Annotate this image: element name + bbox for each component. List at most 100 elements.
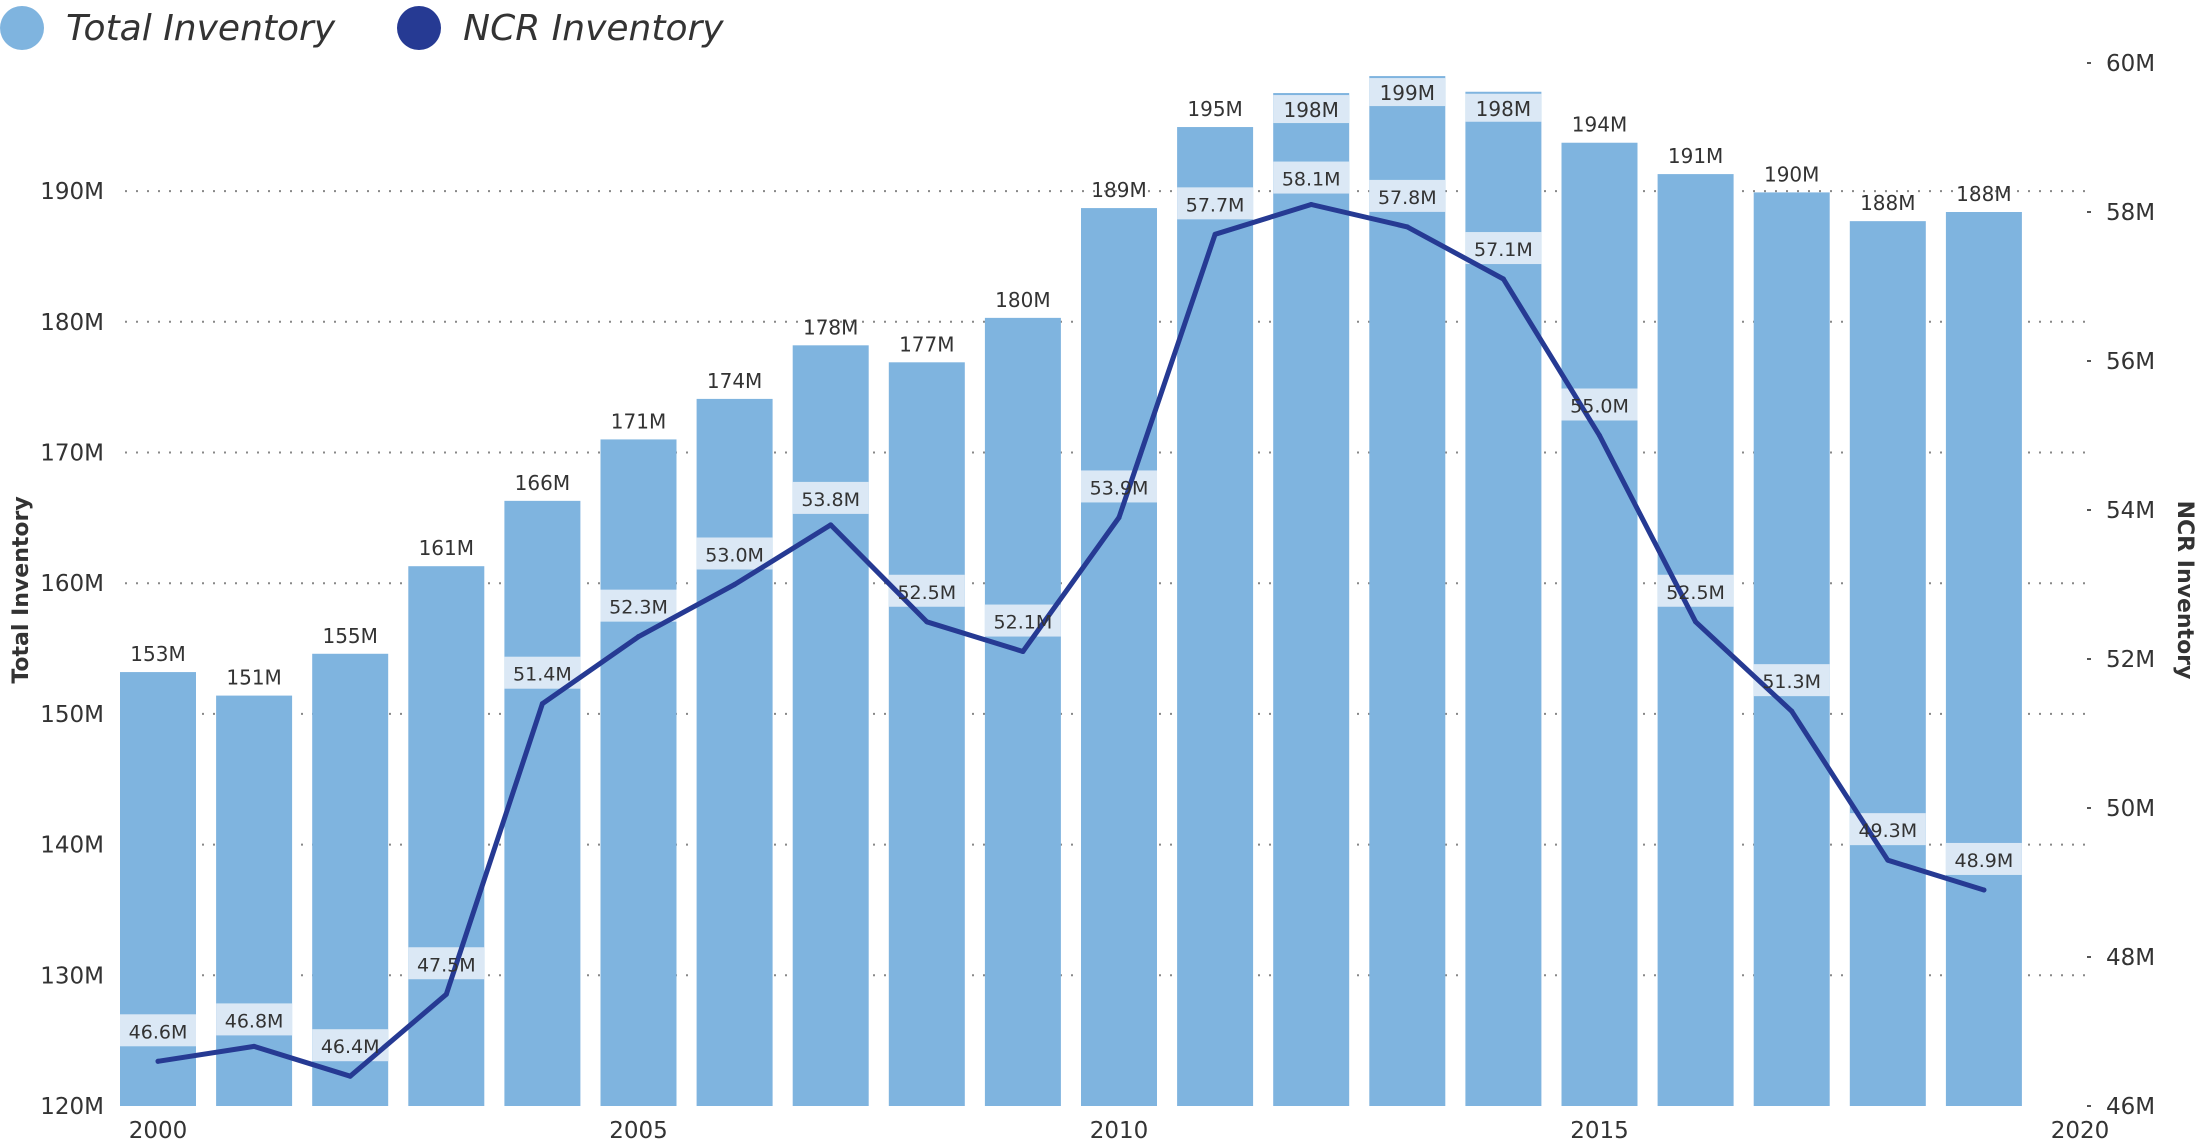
line-data-label: 49.3M xyxy=(1858,820,1917,842)
bar-data-label: 188M xyxy=(1956,182,2011,206)
left-axis-tick-label: 160M xyxy=(40,571,104,597)
bar xyxy=(1849,221,1926,1107)
bar-data-label: 161M xyxy=(419,536,474,560)
line-data-label-bg xyxy=(1369,179,1446,212)
bar-data-label: 191M xyxy=(1668,144,1723,168)
bar-data-label: 151M xyxy=(226,666,281,690)
line-data-label-bg xyxy=(1657,574,1734,607)
line-data-label-bg xyxy=(1273,161,1350,194)
line-data-label-bg xyxy=(1081,470,1157,503)
bar xyxy=(216,695,293,1106)
bar-data-label-bg xyxy=(1369,78,1446,107)
left-axis-tick-label: 130M xyxy=(40,963,104,989)
left-axis-tick-label: 190M xyxy=(40,179,104,205)
line-series-ncr-inventory xyxy=(155,202,1987,1079)
line-data-label-bg xyxy=(1177,187,1254,220)
line-point xyxy=(443,991,449,997)
bar-data-label-bg xyxy=(1465,93,1542,122)
bar xyxy=(1945,212,2022,1106)
line-data-label: 47.5M xyxy=(417,954,476,976)
bar-data-labels: 153M 151M 155M 161M 166M 171M 174M 178M 177M 180M… xyxy=(130,78,2012,690)
line-data-label-bg xyxy=(792,481,869,514)
legend-marker-ncr-inventory xyxy=(397,6,442,50)
legend-label-ncr-inventory: NCR Inventory xyxy=(463,7,724,49)
line-point xyxy=(1116,514,1122,520)
bar-data-label: 189M xyxy=(1091,178,1146,202)
line-point xyxy=(636,634,641,640)
line-point xyxy=(1308,202,1314,208)
bar xyxy=(1369,76,1446,1106)
bar xyxy=(888,362,965,1106)
bar xyxy=(1177,127,1254,1106)
line-data-label: 51.4M xyxy=(513,664,572,686)
line-data-label-bg xyxy=(1945,842,2022,875)
bar-data-label: 195M xyxy=(1187,97,1242,121)
right-axis-title: NCR Inventory xyxy=(2172,501,2197,680)
line-data-label-bg xyxy=(696,537,773,570)
legend-marker-total-inventory xyxy=(0,6,44,50)
bar-data-label: 155M xyxy=(322,624,377,648)
line-data-label: 53.0M xyxy=(705,545,764,567)
line-point xyxy=(539,701,545,707)
bar-data-label: 188M xyxy=(1860,191,1915,215)
left-axis-tick-label: 140M xyxy=(40,833,104,859)
left-axis-tick-label: 180M xyxy=(40,310,104,336)
x-axis-tick-label: 2020 xyxy=(2051,1118,2110,1144)
line-data-label: 57.8M xyxy=(1378,187,1437,209)
line-data-label-bg xyxy=(888,574,965,607)
line-data-label: 55.0M xyxy=(1570,396,1629,418)
x-axis-tick-label: 2015 xyxy=(1570,1118,1629,1144)
left-axis-title: Total Inventory xyxy=(9,496,34,683)
bar xyxy=(1561,142,1638,1106)
legend-item-ncr-inventory[interactable]: NCR Inventory xyxy=(397,6,724,50)
line-data-label: 52.1M xyxy=(994,612,1053,634)
bar-data-label: 177M xyxy=(899,332,954,356)
bar xyxy=(984,317,1061,1106)
line-data-label-bg xyxy=(216,1003,293,1036)
line-point xyxy=(732,582,738,587)
bar xyxy=(1081,208,1157,1106)
right-axis-tick-label: 56M xyxy=(2106,349,2155,375)
line-data-label: 52.5M xyxy=(1666,582,1725,604)
line-data-label: 52.5M xyxy=(897,582,956,604)
bar-data-label: 166M xyxy=(515,471,570,495)
right-axis-tick-label: 48M xyxy=(2106,945,2155,971)
line-data-label: 57.1M xyxy=(1474,239,1533,261)
line-data-label-bg xyxy=(120,1014,196,1047)
bar-data-label: 194M xyxy=(1572,113,1627,137)
bar-data-label: 199M xyxy=(1380,81,1435,105)
line-point xyxy=(1404,224,1410,230)
line-data-label: 57.7M xyxy=(1186,194,1245,216)
legend-item-total-inventory[interactable]: Total Inventory xyxy=(0,6,335,50)
line-point xyxy=(251,1043,257,1049)
bar xyxy=(792,345,869,1106)
line-point xyxy=(1789,708,1795,714)
line-data-label: 51.3M xyxy=(1762,671,1821,693)
line-data-labels: 46.6M 46.8M 46.4M 47.5M 51.4M 52.3M 53.0M 53.8M… xyxy=(129,169,2014,1059)
right-axis-tick-label: 60M xyxy=(2106,51,2155,77)
line-point xyxy=(828,522,834,528)
line-data-label: 52.3M xyxy=(609,597,668,619)
bar-data-label: 171M xyxy=(611,409,666,433)
line-point xyxy=(1885,857,1891,863)
bar xyxy=(408,566,485,1106)
bar-data-label: 174M xyxy=(707,369,762,393)
line-data-label: 48.9M xyxy=(1955,850,2014,872)
bar-data-label: 153M xyxy=(130,642,185,666)
legend: Total Inventory NCR Inventory xyxy=(0,0,786,56)
line-data-label-bg xyxy=(600,589,677,622)
bar-data-label: 198M xyxy=(1283,98,1338,122)
bar-data-label-bg xyxy=(1273,95,1350,124)
bar xyxy=(1273,93,1350,1106)
line-point xyxy=(924,619,930,625)
bar xyxy=(1657,174,1734,1106)
bar xyxy=(504,500,581,1106)
line-point xyxy=(1693,619,1699,625)
right-axis-tick-label: 52M xyxy=(2106,647,2155,673)
bar-series-total-inventory xyxy=(120,76,2022,1107)
line-data-label: 46.6M xyxy=(129,1021,188,1043)
line-point xyxy=(1981,887,1987,893)
right-axis-tick-label: 58M xyxy=(2106,200,2155,226)
